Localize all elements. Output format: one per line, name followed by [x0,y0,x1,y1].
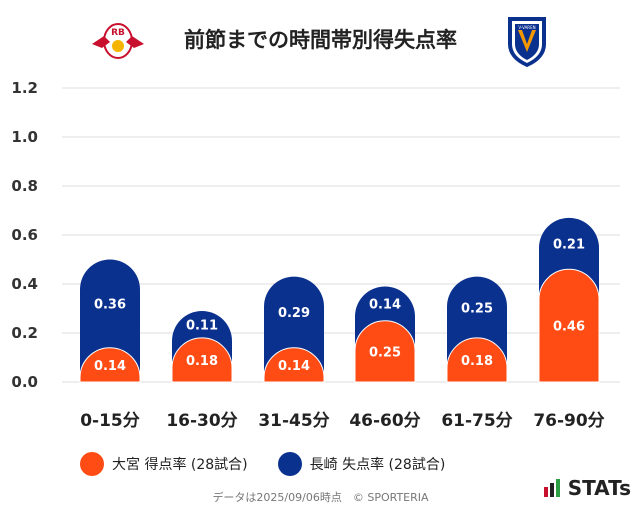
y-tick-label: 1.0 [11,128,38,146]
data-label-away: 0.21 [553,238,585,253]
rb-logo-text: RB [111,28,125,38]
x-tick-label: 61-75分 [441,411,512,431]
data-label-away: 0.14 [369,298,401,313]
chart-title: 前節までの時間帯別得失点率 [184,28,457,52]
data-label-home: 0.25 [369,345,401,360]
v-varen-logo: V-VAREN [508,17,546,68]
y-tick-label: 0.4 [11,275,38,293]
y-tick-label: 1.2 [11,79,38,97]
bar-home [538,268,600,383]
y-tick-label: 0.6 [11,226,38,244]
v-varen-logo-text: V-VAREN [518,25,535,30]
data-label-away: 0.36 [94,298,126,313]
bar-home [446,337,508,383]
legend-label-home: 大宮 得点率 (28試合) [112,457,248,473]
bar-home [79,347,141,383]
x-tick-label: 16-30分 [166,411,237,431]
legend-item-away: 長崎 失点率 (28試合) [277,452,446,476]
data-label-home: 0.46 [553,320,585,335]
x-tick-label: 46-60分 [349,411,420,431]
x-tick-label: 76-90分 [533,411,604,431]
x-tick-label: 31-45分 [258,411,329,431]
y-tick-label: 0.0 [11,373,38,391]
data-label-home: 0.14 [94,359,126,374]
bar-home [263,347,325,383]
data-label-home: 0.18 [186,354,218,369]
rb-logo: RB [92,23,144,59]
footer-note: データは2025/09/06時点 © SPORTERIA [212,491,429,504]
bar-home [171,337,233,383]
y-tick-label: 0.2 [11,324,38,342]
legend-dot-home [80,452,104,476]
data-label-away: 0.25 [461,301,493,316]
legend: 大宮 得点率 (28試合) 長崎 失点率 (28試合) [80,452,445,476]
legend-item-home: 大宮 得点率 (28試合) [80,452,248,476]
stats-brand: STATs [543,476,631,500]
stats-bars-icon [543,479,560,497]
data-label-away: 0.11 [186,318,218,333]
data-label-away: 0.29 [278,306,310,321]
data-label-home: 0.14 [278,359,310,374]
x-tick-label: 0-15分 [80,411,140,431]
bar-home [354,320,416,383]
legend-label-away: 長崎 失点率 (28試合) [309,457,446,473]
data-label-home: 0.18 [461,354,493,369]
y-tick-label: 0.8 [11,177,38,195]
legend-dot-away [277,452,302,476]
stats-brand-text: STATs [567,476,631,500]
